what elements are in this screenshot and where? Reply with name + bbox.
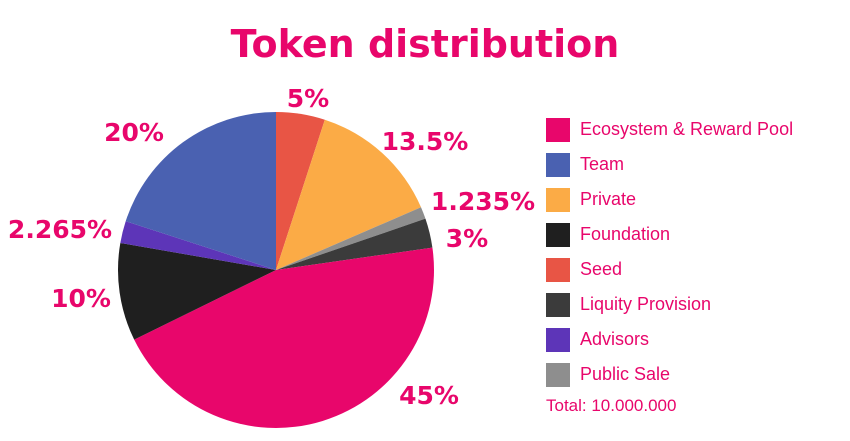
- legend-swatch: [546, 327, 570, 352]
- pie-slice-foundation: [118, 242, 276, 340]
- legend-label: Ecosystem & Reward Pool: [580, 119, 794, 139]
- legend-swatch: [546, 187, 570, 212]
- data-label-seed: 5%: [287, 84, 329, 113]
- legend-label: Private: [580, 189, 637, 209]
- pie-slice-seed: [276, 112, 325, 270]
- pie-slice-ecosystem-reward-pool: [134, 247, 434, 428]
- legend-label: Liquity Provision: [580, 294, 712, 314]
- pie-slice-private: [276, 119, 422, 270]
- legend-swatch: [546, 362, 570, 387]
- legend-item-ecosystem-reward-pool: Ecosystem & Reward Pool: [546, 112, 846, 147]
- legend-label: Team: [580, 154, 625, 174]
- pie-slice-public-sale: [276, 207, 426, 270]
- legend-swatch: [546, 257, 570, 282]
- pie-slice-advisors: [120, 221, 276, 270]
- legend-swatch: [546, 222, 570, 247]
- legend-total: Total: 10.000.000: [546, 396, 677, 415]
- data-label-team: 20%: [104, 118, 164, 147]
- data-label-public-sale: 1.235%: [431, 187, 535, 216]
- legend-items: Ecosystem & Reward Pool Team Private Founda…: [546, 112, 846, 392]
- data-label-advisors: 2.265%: [8, 215, 112, 244]
- chart-title: Token distribution: [230, 22, 620, 66]
- legend-swatch: [546, 152, 570, 177]
- data-label-liquity-provision: 3%: [446, 224, 488, 253]
- legend-label: Seed: [580, 259, 623, 279]
- legend-item-private: Private: [546, 182, 846, 217]
- data-label-foundation: 10%: [51, 284, 111, 313]
- data-label-private: 13.5%: [382, 127, 469, 156]
- legend-item-seed: Seed: [546, 252, 846, 287]
- legend: Ecosystem & Reward Pool Team Private Founda…: [546, 112, 846, 416]
- legend-item-liquity-provision: Liquity Provision: [546, 287, 846, 322]
- legend-swatch: [546, 117, 570, 142]
- legend-label: Advisors: [580, 329, 650, 349]
- pie-slice-liquity-provision: [276, 218, 433, 270]
- legend-label: Public Sale: [580, 364, 671, 384]
- legend-item-advisors: Advisors: [546, 322, 846, 357]
- data-label-ecosystem-reward-pool: 45%: [399, 381, 459, 410]
- legend-item-team: Team: [546, 147, 846, 182]
- legend-swatch: [546, 292, 570, 317]
- pie-slice-team: [125, 112, 276, 270]
- legend-item-public-sale: Public Sale: [546, 357, 846, 392]
- legend-label: Foundation: [580, 224, 671, 244]
- legend-item-foundation: Foundation: [546, 217, 846, 252]
